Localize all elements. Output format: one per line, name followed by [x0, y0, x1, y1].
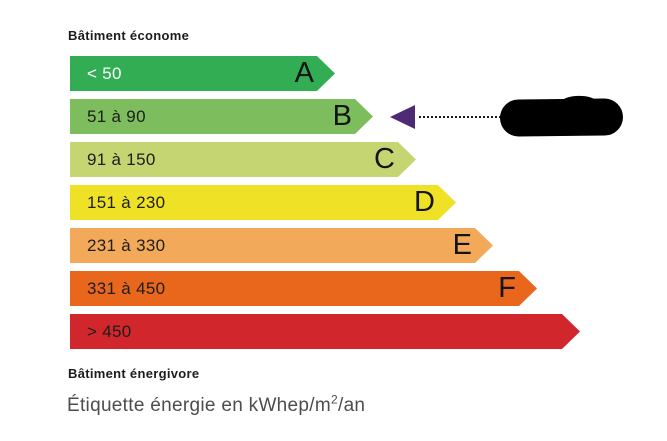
energy-class-letter: C: [374, 142, 395, 175]
energy-label-caption: Étiquette énergie en kWhep/m2/an: [67, 392, 366, 417]
caption-prefix: Étiquette énergie en kWhep/m: [67, 395, 331, 416]
energy-class-letter: D: [414, 185, 435, 218]
caption-suffix: /an: [337, 395, 366, 416]
energy-range-label: 151 à 230: [87, 192, 166, 212]
energy-bar-d: 151 à 230 D: [70, 185, 456, 220]
redacted-value-blob: [499, 98, 624, 137]
energy-range-label: < 50: [87, 63, 122, 83]
energy-intensive-building-label: Bâtiment énergivore: [68, 366, 200, 381]
energy-class-letter: B: [332, 99, 352, 132]
energy-range-label: 91 à 150: [87, 149, 156, 169]
energy-bar-f: 331 à 450 F: [70, 271, 537, 306]
energy-class-letter: F: [498, 271, 516, 304]
marker-dotted-line: [419, 116, 501, 118]
caption-superscript: 2: [331, 392, 338, 407]
energy-range-label: > 450: [87, 321, 132, 341]
energy-bar-e: 231 à 330 E: [70, 228, 493, 263]
marker-arrow-icon: [390, 105, 415, 129]
energy-range-label: 231 à 330: [87, 235, 166, 255]
energy-range-label: 51 à 90: [87, 106, 146, 126]
energy-bar-g: > 450: [70, 314, 580, 349]
energy-class-letter: E: [452, 228, 472, 261]
economical-building-label: Bâtiment économe: [68, 28, 190, 43]
energy-range-label: 331 à 450: [87, 278, 166, 298]
energy-class-letter: A: [294, 56, 314, 89]
energy-bar-b: 51 à 90 B: [70, 99, 373, 134]
energy-bar-a: < 50 A: [70, 56, 335, 91]
energy-bar-c: 91 à 150 C: [70, 142, 416, 177]
